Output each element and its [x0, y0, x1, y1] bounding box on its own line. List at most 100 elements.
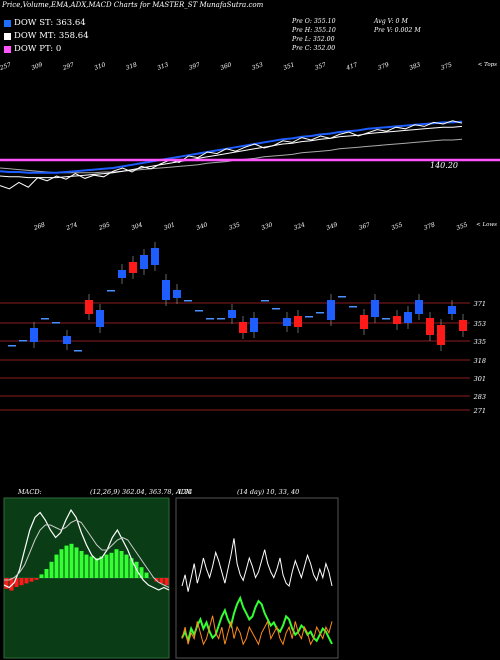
adx-line — [181, 538, 333, 592]
low-number-label: 330 — [260, 221, 273, 232]
level-label: 271 — [473, 407, 486, 415]
candle-down — [426, 318, 434, 335]
plus-di-line — [181, 615, 333, 646]
candle-doji — [206, 318, 214, 320]
candle-doji — [305, 316, 313, 318]
lows-corner-label: < Lows — [476, 222, 497, 228]
tops-corner-label: < Tops — [478, 62, 497, 68]
macd-histogram-bar — [14, 578, 19, 587]
level-label: 371 — [474, 300, 486, 308]
candle-up — [162, 280, 170, 300]
legend-swatch-st — [4, 19, 11, 27]
candle-up — [283, 318, 291, 326]
legend-swatch-pt — [4, 45, 11, 53]
candle-up — [404, 312, 412, 323]
candle-doji — [316, 312, 324, 314]
low-number-label: 340 — [195, 221, 208, 232]
candle-doji — [8, 345, 16, 347]
legend-dow-mt: DOW MT: 358.64 — [4, 31, 89, 41]
candle-up — [371, 300, 379, 317]
macd-histogram-bar — [89, 556, 94, 578]
macd-histogram-bar — [59, 549, 64, 578]
candle-up — [173, 290, 181, 298]
candle-up — [63, 336, 71, 344]
legend-swatch-mt — [4, 32, 11, 40]
macd-histogram-bar — [104, 554, 109, 578]
low-number-label: 301 — [163, 221, 176, 231]
candle-doji — [19, 340, 27, 342]
candle-up — [151, 248, 159, 265]
level-label: 318 — [474, 357, 486, 365]
candle-up — [118, 270, 126, 278]
macd-histogram-bar — [69, 543, 74, 578]
candle-doji — [217, 318, 225, 320]
top-number-label: 309 — [30, 61, 43, 72]
quote-open: Pre O: 355.10 — [292, 18, 336, 25]
quote-low: Pre L: 352.00 — [292, 36, 335, 43]
macd-signal-line — [4, 519, 170, 588]
candle-up — [250, 318, 258, 332]
candle-down — [360, 315, 368, 329]
macd-histogram-bar — [159, 578, 164, 584]
price-line — [0, 120, 463, 190]
adx-values: (14 day) 10, 33, 40 — [237, 488, 299, 496]
candle-down — [437, 325, 445, 345]
quote-pre-volume: Pre V: 0.002 M — [374, 27, 421, 34]
low-number-label: 355 — [390, 221, 403, 232]
macd-histogram-bar — [144, 572, 149, 578]
low-number-label: 295 — [97, 221, 111, 232]
macd-label: MACD: — [17, 488, 42, 496]
top-number-label: 379 — [377, 61, 390, 72]
macd-histogram-bar — [94, 558, 99, 578]
top-number-label: 397 — [188, 61, 201, 72]
dow-st-line — [0, 120, 463, 174]
macd-histogram-bar — [124, 554, 129, 578]
top-number-label: 318 — [125, 61, 138, 72]
quote-close: Pre C: 352.00 — [292, 45, 336, 52]
macd-histogram-bar — [49, 561, 54, 578]
top-number-label: 297 — [61, 61, 75, 72]
legend-dow-pt: DOW PT: 0 — [4, 44, 61, 54]
candle-up — [140, 255, 148, 269]
top-number-label: 257 — [0, 61, 12, 72]
macd-histogram-bar — [34, 578, 39, 580]
low-number-label: 378 — [423, 221, 436, 232]
low-number-label: 355 — [455, 221, 468, 232]
top-number-label: 357 — [314, 61, 327, 72]
candle-up — [415, 300, 423, 314]
top-number-label: 375 — [440, 61, 453, 72]
candle-up — [327, 300, 335, 320]
top-number-label: 360 — [219, 61, 232, 72]
top-number-label: 310 — [93, 61, 106, 72]
macd-histogram-bar — [44, 569, 49, 578]
macd-histogram-bar — [109, 552, 114, 578]
reference-price-label: 140.20 — [430, 161, 458, 170]
macd-histogram-bar — [39, 574, 44, 578]
candle-up — [228, 310, 236, 318]
macd-histogram-bar — [19, 578, 24, 586]
candle-doji — [184, 300, 192, 302]
candle-down — [393, 316, 401, 324]
candle-doji — [272, 308, 280, 310]
low-number-label: 304 — [130, 221, 143, 232]
candle-up — [30, 328, 38, 342]
candle-doji — [382, 318, 390, 320]
candle-down — [85, 300, 93, 314]
macd-histogram-bar — [129, 558, 134, 578]
macd-histogram-bar — [24, 578, 29, 584]
top-number-label: 313 — [156, 61, 169, 72]
macd-line — [3, 508, 170, 591]
top-number-label: 383 — [408, 61, 421, 72]
top-number-label: 353 — [251, 61, 264, 72]
low-number-label: 335 — [228, 221, 241, 232]
macd-histogram-bar — [4, 578, 9, 589]
candle-doji — [195, 310, 203, 312]
candle-down — [459, 320, 467, 331]
candle-doji — [261, 300, 269, 302]
legend-label-st: DOW ST: 363.64 — [14, 18, 86, 28]
legend-label-pt: DOW PT: 0 — [14, 44, 62, 54]
macd-histogram-bar — [99, 556, 104, 578]
low-number-label: 367 — [358, 221, 371, 232]
legend-label-mt: DOW MT: 358.64 — [14, 31, 89, 41]
